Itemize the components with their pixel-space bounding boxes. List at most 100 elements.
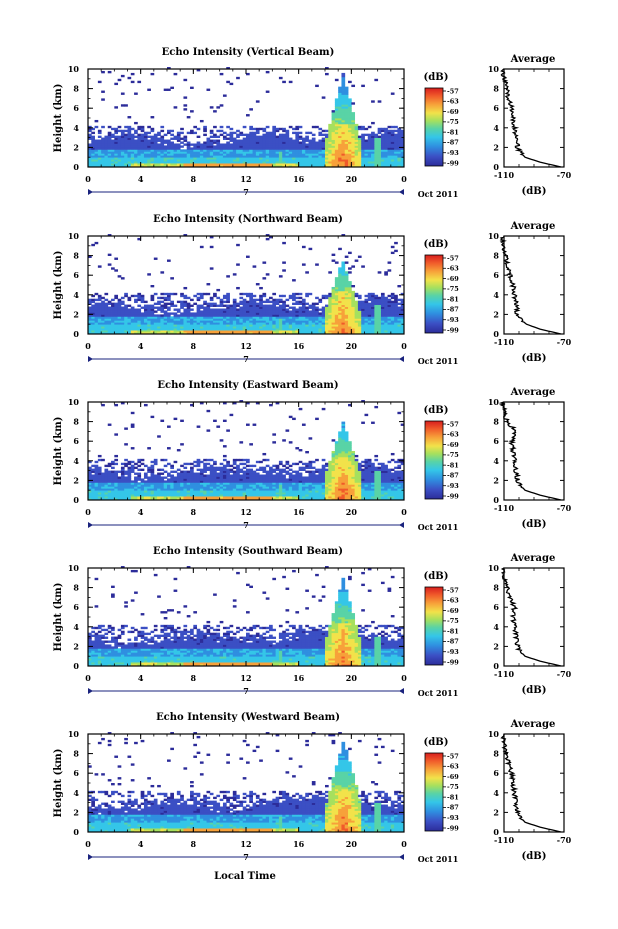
- heatmap-cell: [134, 482, 138, 485]
- heatmap-cell: [206, 163, 211, 166]
- heatmap-cell: [157, 137, 161, 140]
- heatmap-cell: [387, 324, 392, 327]
- heatmap-cell: [348, 316, 352, 319]
- heatmap-cell: [311, 314, 316, 317]
- heatmap-cell: [252, 494, 257, 497]
- heatmap-cell: [120, 492, 125, 495]
- heatmap-cell: [275, 326, 280, 329]
- heatmap-cell: [97, 157, 102, 160]
- heatmap-cell: [397, 143, 402, 146]
- heatmap-cell: [140, 129, 145, 133]
- heatmap-cell: [298, 165, 303, 168]
- heatmap-cell: [249, 492, 253, 495]
- heatmap-cell: [203, 476, 207, 479]
- heatmap-cell: [311, 318, 316, 321]
- heatmap-cell: [348, 161, 352, 164]
- heatmap-cell: [216, 308, 221, 311]
- heatmap-cell: [88, 163, 92, 166]
- heatmap-cell: [394, 129, 398, 133]
- heatmap-cell: [203, 478, 207, 481]
- heatmap-cell: [120, 310, 125, 313]
- heatmap-cell: [390, 310, 395, 313]
- heatmap-cell: [170, 482, 174, 485]
- heatmap-cell: [176, 155, 181, 158]
- average-profile-line: [500, 68, 562, 168]
- heatmap-cell: [318, 143, 323, 146]
- heatmap-cell: [101, 328, 105, 331]
- heatmap-cell: [348, 137, 352, 140]
- heatmap-cell: [338, 155, 342, 158]
- heatmap-cell: [101, 316, 105, 319]
- heatmap-cell: [397, 127, 402, 131]
- heatmap-cell: [153, 484, 158, 487]
- heatmap-cell: [318, 157, 323, 160]
- heatmap-cell: [153, 462, 158, 466]
- heatmap-cell: [390, 332, 395, 335]
- colorbar: [424, 254, 444, 334]
- heatmap-cell: [94, 470, 99, 473]
- heatmap-cell: [120, 316, 125, 319]
- heatmap-cell: [288, 163, 293, 166]
- heatmap-cell: [341, 300, 346, 304]
- heatmap-cell: [213, 165, 217, 168]
- heatmap-cell: [400, 137, 405, 140]
- heatmap-cell: [107, 125, 112, 129]
- heatmap-cell: [163, 324, 168, 327]
- heatmap-cell: [298, 308, 303, 311]
- heatmap-cell: [88, 127, 92, 131]
- colorbar: [424, 87, 444, 167]
- heatmap-cell: [117, 161, 122, 164]
- heatmap-cell: [219, 133, 224, 137]
- heatmap-cell: [180, 480, 184, 483]
- heatmap-cell: [397, 306, 402, 309]
- heatmap-cell: [130, 326, 135, 329]
- heatmap-cell: [134, 490, 138, 493]
- heatmap-cell: [374, 163, 379, 166]
- heatmap-cell: [143, 139, 148, 142]
- avg-y-tick-label: 2: [493, 309, 499, 319]
- heatmap-cell: [334, 153, 339, 156]
- heatmap-cell: [104, 163, 109, 166]
- heatmap-cell: [315, 306, 319, 309]
- heatmap-cell: [124, 147, 128, 150]
- heatmap-cell: [216, 482, 221, 485]
- heatmap-cell: [91, 308, 95, 311]
- heatmap-cell: [361, 159, 365, 162]
- heatmap-cell: [380, 141, 385, 144]
- heatmap-cell: [348, 145, 352, 148]
- heatmap-cell: [361, 161, 365, 164]
- heatmap-cell: [367, 320, 372, 323]
- heatmap-cell: [124, 484, 128, 487]
- heatmap-cell: [259, 328, 263, 331]
- heatmap-cell: [199, 472, 204, 475]
- heatmap-cell: [351, 326, 356, 329]
- heatmap-cell: [134, 298, 138, 302]
- heatmap-cell: [140, 328, 145, 331]
- heatmap-cell: [338, 137, 342, 140]
- heatmap-cell: [269, 145, 273, 148]
- heatmap-cell: [157, 155, 161, 158]
- heatmap-cell: [354, 310, 359, 313]
- heatmap-cell: [226, 80, 230, 84]
- heatmap-cell: [338, 104, 342, 107]
- heatmap-cell: [278, 161, 283, 164]
- heatmap-cell: [193, 326, 198, 329]
- heatmap-cell: [249, 443, 253, 446]
- heatmap-cell: [282, 165, 286, 168]
- heatmap-cell: [140, 322, 145, 325]
- heatmap-cell: [134, 322, 138, 325]
- heatmap-cell: [120, 320, 125, 323]
- heatmap-cell: [107, 490, 112, 493]
- heatmap-cell: [344, 277, 349, 280]
- heatmap-cell: [180, 328, 184, 331]
- heatmap-cell: [364, 306, 369, 309]
- heatmap-cell: [88, 324, 92, 327]
- heatmap-cell: [318, 131, 323, 135]
- heatmap-cell: [242, 332, 247, 335]
- heatmap-cell: [120, 157, 125, 160]
- heatmap-cell: [318, 149, 323, 152]
- heatmap-cell: [318, 326, 323, 329]
- heatmap-cell: [163, 316, 168, 319]
- heatmap-cell: [196, 127, 201, 131]
- heatmap-cell: [285, 143, 290, 146]
